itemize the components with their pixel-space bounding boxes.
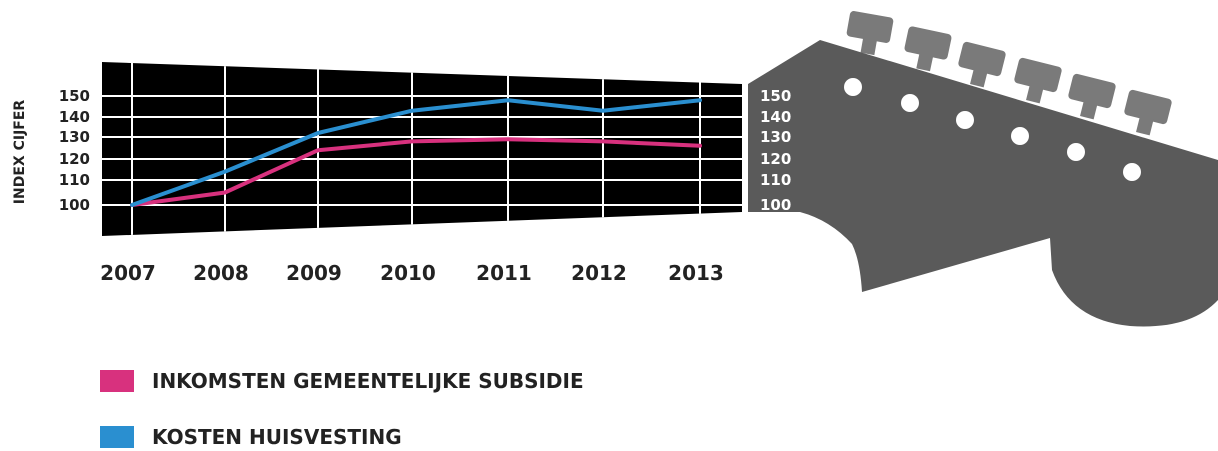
- series-line-0: [130, 137, 702, 207]
- x-tick-2008: 2008: [193, 261, 249, 285]
- guitar-headstock-illustration: [748, 11, 1218, 327]
- series-line-1: [130, 98, 702, 207]
- x-tick-2011: 2011: [476, 261, 532, 285]
- legend-item-subsidie: INKOMSTEN GEMEENTELIJKE SUBSIDIE: [100, 369, 584, 393]
- y-tick-right-140: 140: [760, 108, 791, 126]
- x-tick-2012: 2012: [571, 261, 627, 285]
- x-axis-ticks: 2007 2008 2009 2010 2011 2012 2013: [100, 261, 724, 285]
- y-tick-right-130: 130: [760, 128, 791, 146]
- y-tick-right-150: 150: [760, 87, 791, 105]
- y-tick-left-120: 120: [59, 150, 90, 168]
- legend-label-subsidie: INKOMSTEN GEMEENTELIJKE SUBSIDIE: [152, 369, 584, 393]
- legend-swatch-subsidie: [100, 370, 134, 392]
- x-tick-2013: 2013: [668, 261, 724, 285]
- y-axis-left-ticks: 100 110 120 130 140 150: [59, 87, 90, 214]
- series-layer: [130, 98, 702, 207]
- y-tick-left-150: 150: [59, 87, 90, 105]
- y-tick-right-120: 120: [760, 150, 791, 168]
- x-tick-2009: 2009: [286, 261, 342, 285]
- x-tick-2007: 2007: [100, 261, 156, 285]
- y-tick-left-100: 100: [59, 196, 90, 214]
- y-axis-label: INDEX CIJFER: [12, 100, 28, 205]
- y-axis-right-ticks: 100 110 120 130 140 150: [760, 87, 791, 214]
- x-tick-2010: 2010: [380, 261, 436, 285]
- grid-lines: [102, 63, 742, 235]
- y-tick-left-110: 110: [59, 171, 90, 189]
- y-tick-right-110: 110: [760, 171, 791, 189]
- legend-swatch-huisvesting: [100, 426, 134, 448]
- legend-item-huisvesting: KOSTEN HUISVESTING: [100, 425, 402, 449]
- y-tick-left-140: 140: [59, 108, 90, 126]
- plot-background: [102, 62, 742, 236]
- y-tick-right-100: 100: [760, 196, 791, 214]
- y-tick-left-130: 130: [59, 128, 90, 146]
- legend-label-huisvesting: KOSTEN HUISVESTING: [152, 425, 402, 449]
